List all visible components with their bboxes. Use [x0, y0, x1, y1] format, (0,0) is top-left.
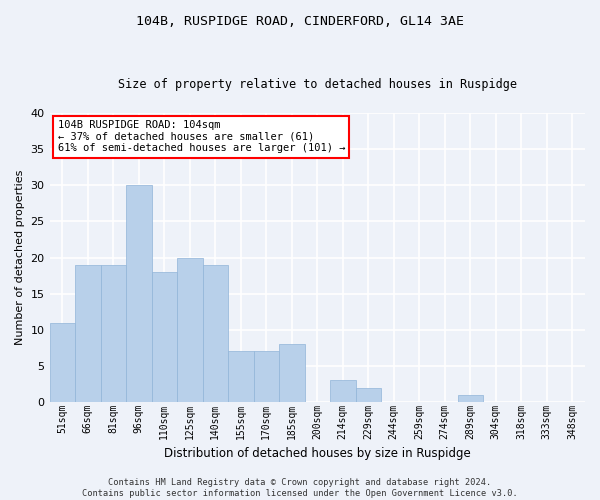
Bar: [330, 380, 356, 402]
Bar: [228, 352, 254, 402]
Text: 104B, RUSPIDGE ROAD, CINDERFORD, GL14 3AE: 104B, RUSPIDGE ROAD, CINDERFORD, GL14 3A…: [136, 15, 464, 28]
Bar: [203, 264, 228, 402]
Bar: [101, 264, 126, 402]
Bar: [279, 344, 305, 402]
Bar: [254, 352, 279, 402]
Bar: [75, 264, 101, 402]
X-axis label: Distribution of detached houses by size in Ruspidge: Distribution of detached houses by size …: [164, 447, 470, 460]
Bar: [356, 388, 381, 402]
Y-axis label: Number of detached properties: Number of detached properties: [15, 170, 25, 345]
Bar: [50, 322, 75, 402]
Bar: [152, 272, 177, 402]
Bar: [177, 258, 203, 402]
Text: 104B RUSPIDGE ROAD: 104sqm
← 37% of detached houses are smaller (61)
61% of semi: 104B RUSPIDGE ROAD: 104sqm ← 37% of deta…: [58, 120, 345, 154]
Title: Size of property relative to detached houses in Ruspidge: Size of property relative to detached ho…: [118, 78, 517, 91]
Bar: [126, 186, 152, 402]
Text: Contains HM Land Registry data © Crown copyright and database right 2024.
Contai: Contains HM Land Registry data © Crown c…: [82, 478, 518, 498]
Bar: [458, 395, 483, 402]
